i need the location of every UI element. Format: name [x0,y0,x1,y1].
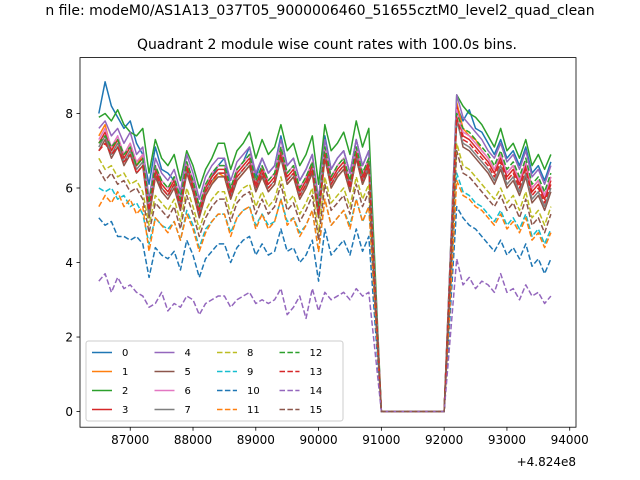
series-line-12 [98,112,552,413]
legend-label-5: 5 [185,367,191,378]
x-tick-label: 91000 [362,433,400,447]
y-tick-label: 4 [65,256,73,270]
series-line-13 [98,116,552,413]
legend-label-14: 14 [310,386,323,397]
x-tick-label: 89000 [237,433,275,447]
x-tick-label: 90000 [299,433,337,447]
legend-label-11: 11 [247,405,260,416]
legend-label-10: 10 [247,386,260,397]
x-tick-label: 94000 [551,433,589,447]
series-line-15 [98,150,552,413]
x-tick-label: 93000 [488,433,526,447]
x-axis-offset-label: +4.824e8 [517,455,576,469]
series-line-5 [98,116,552,413]
x-axis: 87000 88000 89000 90000 91000 92000 93000 94000 [111,427,589,447]
y-tick-label: 2 [65,331,73,345]
series-line-2 [98,94,552,413]
figure-suptitle: n file: modeM0/AS1A13_037T05_9000006460_… [45,3,594,19]
plot-lines [98,81,552,413]
legend-box [85,340,344,422]
legend-label-13: 13 [310,367,323,378]
legend-label-1: 1 [122,367,128,378]
axes-frame [79,57,577,428]
y-tick-label: 8 [65,107,73,121]
x-tick-label: 92000 [425,433,463,447]
series-line-8 [98,142,552,413]
legend-label-3: 3 [122,405,128,416]
y-tick-label: 6 [65,182,73,196]
legend-label-15: 15 [310,405,323,416]
series-line-14 [98,258,552,413]
y-axis: 0 2 4 6 8 [65,107,80,419]
x-tick-label: 88000 [174,433,212,447]
y-tick-label: 0 [65,405,73,419]
legend-label-7: 7 [185,405,191,416]
legend-label-8: 8 [247,348,253,359]
x-tick-label: 87000 [111,433,149,447]
legend-label-9: 9 [247,367,253,378]
legend-label-12: 12 [310,348,323,359]
legend-label-0: 0 [122,348,128,359]
legend-label-2: 2 [122,386,128,397]
legend-label-6: 6 [185,386,191,397]
series-line-11 [98,179,552,413]
legend-label-4: 4 [185,348,191,359]
chart-title: Quadrant 2 module wise count rates with … [137,37,517,53]
series-line-4 [98,94,552,413]
series-line-10 [98,205,552,413]
